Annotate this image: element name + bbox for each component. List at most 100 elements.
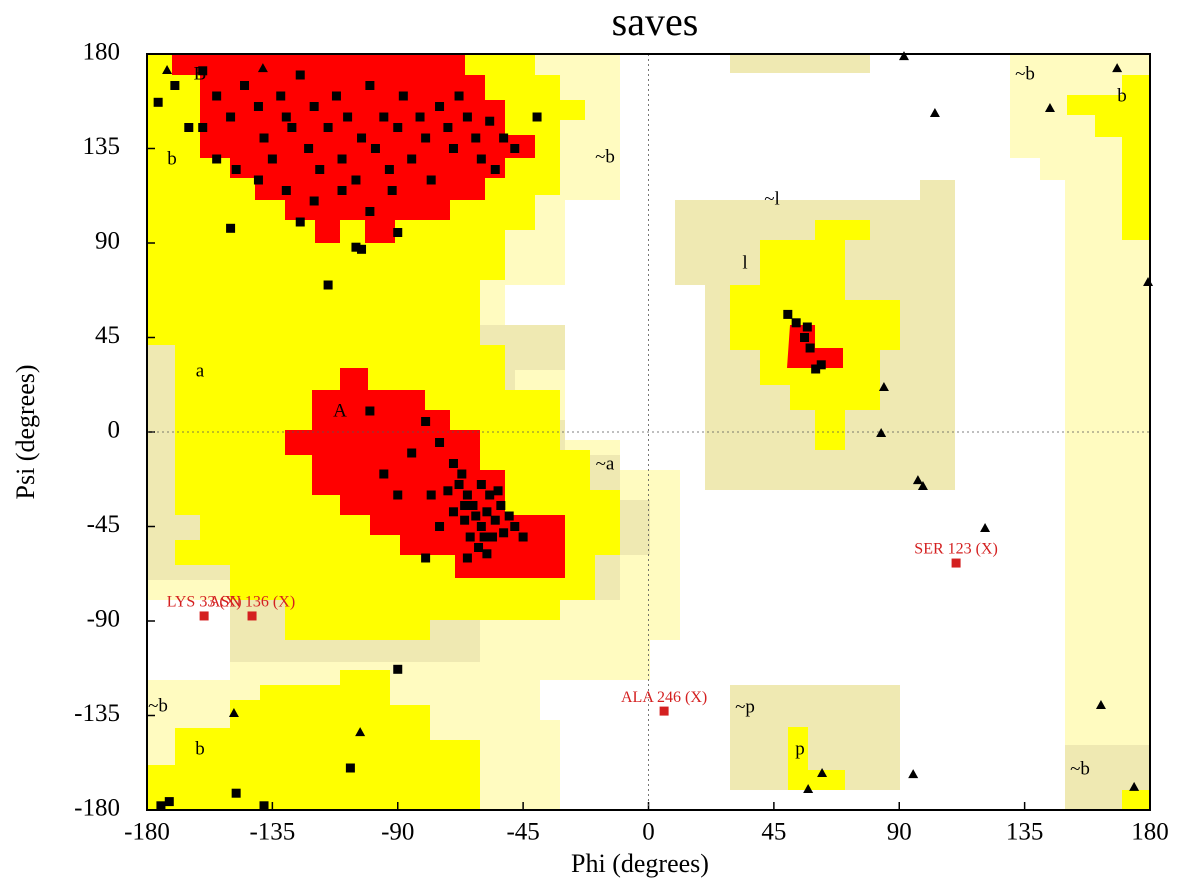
x-tick-label: -180 xyxy=(124,819,170,846)
residue-point xyxy=(357,133,367,143)
residue-point xyxy=(365,81,375,90)
residue-point xyxy=(343,112,353,122)
residue-point xyxy=(253,175,263,185)
residue-point xyxy=(370,144,380,153)
glycine-point xyxy=(917,480,928,490)
residue-point xyxy=(231,788,241,798)
residue-point xyxy=(659,706,669,716)
region-label: ~a xyxy=(596,453,615,474)
residue-point xyxy=(462,112,472,122)
residue-point xyxy=(816,360,826,370)
residue-point xyxy=(259,133,269,143)
region-label: ~p xyxy=(735,696,755,717)
residue-point xyxy=(226,112,236,122)
residue-point xyxy=(267,154,277,164)
residue-point xyxy=(365,406,375,416)
plot-frame xyxy=(146,53,1151,811)
glycine-point xyxy=(898,51,909,61)
residue-point xyxy=(365,207,375,216)
y-tick-label: 135 xyxy=(83,133,121,160)
y-tick-label: 0 xyxy=(108,417,121,444)
glycine-point xyxy=(878,382,889,392)
residue-point xyxy=(287,123,297,132)
residue-point xyxy=(471,511,481,521)
residue-point xyxy=(295,217,305,227)
residue-point xyxy=(426,490,436,500)
residue-point xyxy=(462,490,472,500)
glycine-point xyxy=(1143,277,1154,287)
residue-point xyxy=(384,165,394,174)
region-allowed xyxy=(788,727,845,790)
region-label: b xyxy=(167,148,177,169)
residue-point xyxy=(476,480,486,489)
residue-point xyxy=(198,123,208,132)
region-allowed xyxy=(1067,95,1095,115)
residue-point xyxy=(487,532,497,542)
residue-point xyxy=(485,490,495,500)
residue-point xyxy=(791,318,801,328)
residue-point xyxy=(518,532,528,542)
residue-point xyxy=(476,522,486,531)
x-tick-label: 135 xyxy=(1006,819,1044,846)
residue-point xyxy=(479,532,489,542)
residue-point xyxy=(474,543,484,552)
residue-point xyxy=(393,123,403,132)
residue-point xyxy=(398,91,408,101)
residue-point xyxy=(443,123,453,132)
residue-point xyxy=(482,507,492,517)
residue-point xyxy=(457,469,467,479)
x-tick-label: 0 xyxy=(642,819,655,846)
residue-point xyxy=(309,196,319,206)
x-tick-label: 90 xyxy=(887,819,912,846)
glycine-point xyxy=(1095,700,1106,709)
glycine-point xyxy=(1112,63,1123,73)
region-allowed xyxy=(1122,790,1150,810)
residue-point xyxy=(309,102,319,111)
residue-point xyxy=(499,528,509,538)
residue-point xyxy=(323,123,333,132)
residue-point xyxy=(212,91,222,101)
residue-point xyxy=(379,469,389,479)
glycine-point xyxy=(876,428,887,438)
residue-point xyxy=(276,91,286,101)
residue-point xyxy=(493,486,503,496)
glycine-point xyxy=(1129,781,1140,791)
residue-point xyxy=(407,448,417,458)
residue-point xyxy=(231,165,241,174)
residue-point xyxy=(393,228,403,237)
region-additional xyxy=(730,54,870,73)
glycine-point xyxy=(1044,102,1055,112)
residue-point xyxy=(407,154,417,164)
residue-point xyxy=(454,480,464,489)
x-tick-label: 45 xyxy=(761,819,786,846)
region-label: ~b xyxy=(595,146,615,167)
region-allowed xyxy=(147,670,480,810)
residue-point xyxy=(226,223,236,233)
residue-point xyxy=(805,343,815,353)
residue-point xyxy=(253,102,263,111)
y-tick-label: -45 xyxy=(87,511,120,538)
residue-point xyxy=(462,553,472,563)
residue-point xyxy=(281,112,291,122)
residue-point xyxy=(490,515,500,525)
y-tick-label: 180 xyxy=(83,39,121,66)
region-label: ~b xyxy=(1070,758,1090,779)
residue-point xyxy=(357,244,367,254)
residue-point xyxy=(345,763,355,773)
residue-point xyxy=(465,532,475,542)
residue-point xyxy=(482,549,492,559)
region-core xyxy=(285,368,565,578)
residue-point xyxy=(315,165,325,174)
region-label: A xyxy=(333,400,347,421)
glycine-point xyxy=(908,769,919,779)
residue-point xyxy=(199,611,209,621)
residue-point xyxy=(156,801,166,811)
residue-point xyxy=(379,112,389,122)
glycine-point xyxy=(803,784,814,793)
region-label: ~l xyxy=(764,188,780,209)
residue-point xyxy=(510,522,520,531)
residue-point xyxy=(460,515,470,525)
residue-point xyxy=(393,664,403,674)
